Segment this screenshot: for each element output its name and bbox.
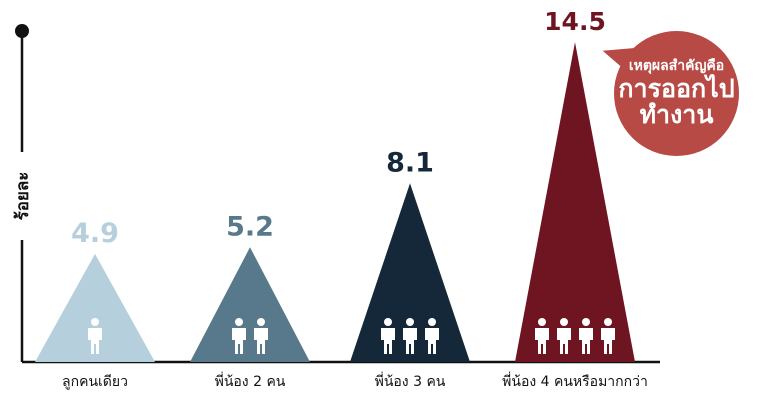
person-icon (88, 318, 102, 354)
person-icon (535, 318, 549, 354)
person-icon-head (235, 318, 243, 326)
value-label-3: 8.1 (386, 147, 434, 178)
person-icon (579, 318, 593, 354)
callout-line3: ทำงาน (639, 99, 714, 129)
person-icon (601, 318, 615, 354)
person-icon (425, 318, 439, 354)
person-icon-body (557, 328, 571, 354)
triangle-bar-2 (190, 247, 310, 362)
value-label-4: 14.5 (544, 7, 606, 36)
person-icon-body (579, 328, 593, 354)
person-icon (557, 318, 571, 354)
person-icon-body (535, 328, 549, 354)
triangle-bar-4 (515, 42, 635, 363)
person-icon-head (604, 318, 612, 326)
person-icon-head (406, 318, 414, 326)
person-icon-head (384, 318, 392, 326)
callout-line1: เหตุผลสำคัญคือ (628, 57, 725, 74)
person-icon-head (582, 318, 590, 326)
person-icon-head (257, 318, 265, 326)
person-icon-body (601, 328, 615, 354)
category-label-3: พี่น้อง 3 คน (375, 372, 446, 390)
person-icon-head (428, 318, 436, 326)
chart-marks: 4.9 ลูกคนเดียว 5.2 พี่น้อง 2 คน 8.1 พี่น้อง 3… (35, 7, 648, 390)
person-icon-body (381, 328, 395, 354)
triangle-bar-1 (35, 253, 155, 362)
callout-line2: การออกไป (618, 73, 735, 103)
person-icon-body (425, 328, 439, 354)
category-label-2: พี่น้อง 2 คน (215, 372, 286, 390)
y-axis-label: ร้อยละ (13, 172, 33, 221)
y-axis-label-bg (12, 152, 32, 240)
person-icon (254, 318, 268, 354)
category-label-1: ลูกคนเดียว (62, 374, 128, 390)
person-icon-head (91, 318, 99, 326)
person-icon-body (403, 328, 417, 354)
person-icon-body (232, 328, 246, 354)
person-icon-head (538, 318, 546, 326)
category-label-4: พี่น้อง 4 คนหรือมากกว่า (502, 372, 648, 390)
person-icon-body (88, 328, 102, 354)
person-icon (381, 318, 395, 354)
person-icon-head (560, 318, 568, 326)
person-icon (232, 318, 246, 354)
triangle-bar-3 (350, 183, 470, 362)
value-label-1: 4.9 (71, 218, 119, 249)
person-icon-body (254, 328, 268, 354)
callout-bubble: เหตุผลสำคัญคือ การออกไป ทำงาน (614, 31, 739, 156)
person-icon (403, 318, 417, 354)
y-axis-dot (15, 24, 29, 38)
value-label-2: 5.2 (226, 211, 274, 242)
